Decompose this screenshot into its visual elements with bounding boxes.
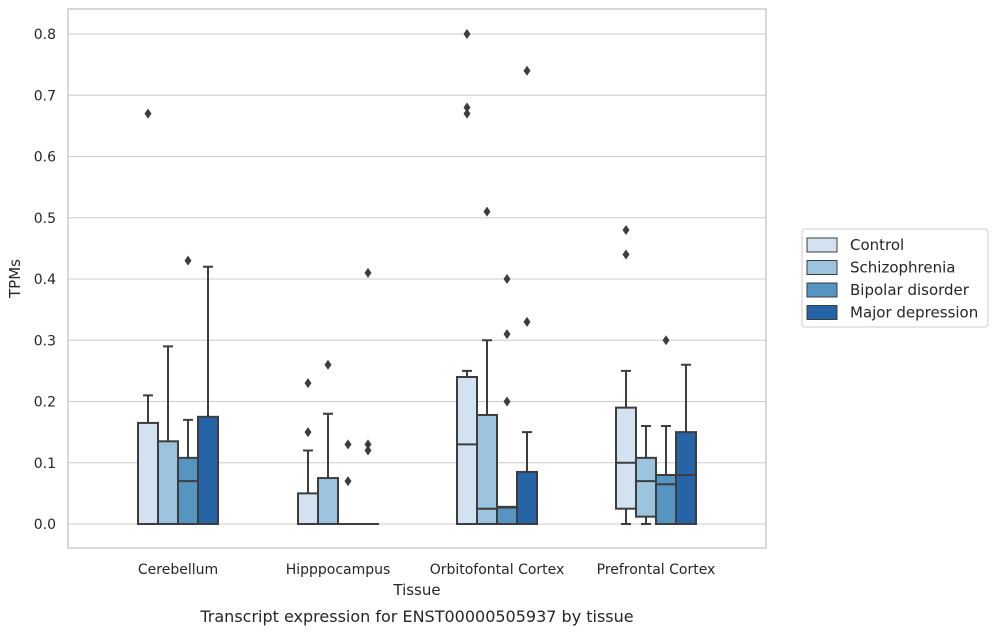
legend-label: Control <box>850 236 904 254</box>
outlier-point <box>304 427 312 438</box>
y-tick-label: 0.2 <box>34 395 56 411</box>
box-body <box>675 431 697 525</box>
outlier-point <box>344 439 352 450</box>
box-control-3 <box>615 225 637 525</box>
outlier-point <box>463 29 471 39</box>
outlier-point <box>503 396 511 407</box>
box-body <box>496 505 518 526</box>
box-bipolar-disorder-2 <box>496 274 518 526</box>
legend-swatch <box>806 305 838 320</box>
box-body <box>476 413 498 526</box>
legend-label: Schizophrenia <box>850 259 955 277</box>
y-tick-label: 0.7 <box>34 88 56 104</box>
box-body <box>516 470 538 525</box>
x-tick-label: Prefrontal Cortex <box>597 562 716 578</box>
box-bipolar-disorder-0 <box>177 255 199 526</box>
legend-frame <box>801 228 989 328</box>
box-body <box>615 406 637 510</box>
plot-area <box>137 29 697 526</box>
box-major-depression-3 <box>675 363 697 525</box>
outlier-point <box>344 476 352 487</box>
box-control-2 <box>456 29 478 525</box>
y-tick-label: 0.6 <box>34 150 56 166</box>
y-axis: 0.0 0.1 0.2 0.3 0.4 0.5 0.6 0.7 0.8 <box>34 27 56 533</box>
box-bipolar-disorder-1 <box>337 439 359 526</box>
box-body <box>635 456 657 518</box>
y-tick-label: 0.5 <box>34 211 56 227</box>
box-bipolar-disorder-3 <box>655 335 677 525</box>
box-major-depression-0 <box>197 265 219 525</box>
box-schizophrenia-0 <box>157 345 179 525</box>
chart-caption: Transcript expression for ENST0000050593… <box>199 607 633 626</box>
box-body <box>456 376 478 525</box>
x-axis: Cerebellum Hipppocampus Orbitofontal Corte… <box>138 562 715 578</box>
plot-frame <box>67 8 767 549</box>
outlier-point <box>144 108 152 119</box>
box-schizophrenia-2 <box>476 206 498 526</box>
legend-label: Bipolar disorder <box>850 281 970 299</box>
outlier-point <box>662 335 670 346</box>
legend-swatch <box>806 282 838 298</box>
legend-label: Major depression <box>850 304 978 322</box>
outlier-point <box>483 206 491 217</box>
box-control-0 <box>137 108 159 525</box>
box-body <box>197 415 219 525</box>
outlier-point <box>364 439 372 450</box>
outlier-point <box>523 65 531 76</box>
box-schizophrenia-3 <box>635 425 657 525</box>
box-major-depression-1 <box>357 267 379 526</box>
x-tick-label: Hipppocampus <box>286 562 391 578</box>
legend-swatch <box>806 260 838 275</box>
x-tick-label: Orbitofontal Cortex <box>430 562 565 578</box>
y-tick-label: 0.1 <box>34 456 56 472</box>
outlier-point <box>304 378 312 389</box>
legend-swatch <box>806 237 838 253</box>
outlier-point <box>364 445 372 456</box>
box-body <box>297 492 319 525</box>
box-body <box>157 440 179 525</box>
x-tick-label: Cerebellum <box>138 562 218 578</box>
outlier-point <box>324 359 332 370</box>
box-schizophrenia-1 <box>317 359 339 525</box>
box-major-depression-2 <box>516 65 538 525</box>
y-axis-title: TPMs <box>6 259 24 299</box>
box-body <box>655 474 677 525</box>
outlier-point <box>503 329 511 340</box>
y-tick-label: 0.0 <box>34 517 56 533</box>
box-body <box>177 456 199 526</box>
outlier-point <box>503 274 511 284</box>
y-tick-label: 0.3 <box>34 333 56 349</box>
box-body <box>137 421 159 525</box>
y-tick-label: 0.4 <box>34 272 56 288</box>
box-body <box>317 477 339 525</box>
outlier-point <box>463 102 471 113</box>
legend: Control Schizophrenia Bipolar disorder Majo… <box>801 228 989 328</box>
outlier-point <box>184 255 192 266</box>
x-axis-title: Tissue <box>392 581 440 599</box>
outlier-point <box>523 316 531 327</box>
outlier-point <box>364 267 372 278</box>
outlier-point <box>463 108 471 119</box>
outlier-point <box>622 225 630 235</box>
box-control-1 <box>297 378 319 525</box>
outlier-point <box>622 249 630 260</box>
y-tick-label: 0.8 <box>34 27 56 43</box>
